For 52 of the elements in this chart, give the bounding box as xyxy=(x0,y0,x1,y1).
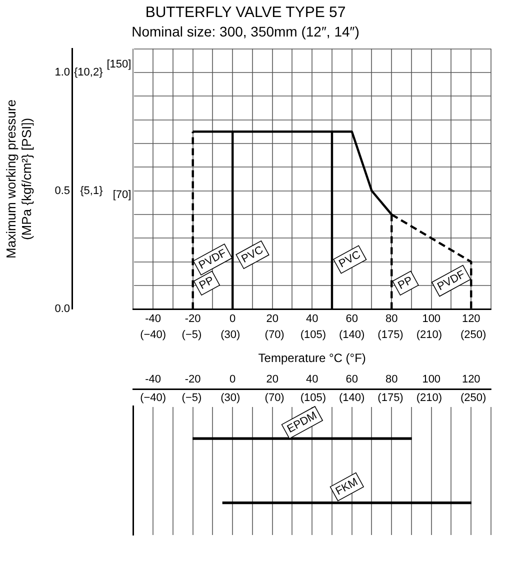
annotation: PP xyxy=(197,274,216,292)
x2-tick-label: (−40) xyxy=(140,329,166,342)
x2-tick-label: (−40) xyxy=(140,392,166,404)
y2-tick-label: {5,1} xyxy=(80,184,104,197)
x-tick-label: 20 xyxy=(266,374,278,386)
x2-tick-label: (30) xyxy=(220,329,240,342)
annotation: PP xyxy=(396,274,415,292)
x2-tick-label: (70) xyxy=(264,329,284,342)
x-axis-title: Temperature °C (°F) xyxy=(258,351,366,366)
x2-tick-label: (175) xyxy=(378,329,404,342)
x-tick-label: 100 xyxy=(422,312,441,325)
x-tick-label: 40 xyxy=(306,374,318,386)
x-tick-label: 40 xyxy=(306,312,318,325)
x-tick-label: 80 xyxy=(385,374,398,386)
y3-tick-label: [150] xyxy=(106,58,132,70)
x2-tick-label: (250) xyxy=(460,329,486,342)
x-tick-label: 100 xyxy=(422,374,441,386)
y3-tick-label: [70] xyxy=(112,188,132,201)
x-tick-label: 0 xyxy=(230,374,236,386)
x2-tick-label: (105) xyxy=(300,392,326,404)
x2-tick-label: (210) xyxy=(416,329,442,342)
x-tick-label: -20 xyxy=(184,312,201,325)
x-tick-label: 60 xyxy=(346,312,358,325)
y-tick-label: 1.0 xyxy=(54,66,70,79)
x-tick-label: -40 xyxy=(145,312,162,325)
x2-tick-label: (210) xyxy=(416,392,442,404)
x-tick-label: 60 xyxy=(346,374,358,386)
x2-tick-label: (140) xyxy=(339,392,365,404)
x-tick-label: 120 xyxy=(462,374,480,386)
x-tick-label: 0 xyxy=(230,312,236,325)
x2-tick-label: (105) xyxy=(300,329,326,342)
x2-tick-label: (70) xyxy=(264,392,284,404)
x2-tick-label: (250) xyxy=(460,392,486,404)
x2-tick-label: (140) xyxy=(339,329,365,342)
chart-title: BUTTERFLY VALVE TYPE 57 xyxy=(145,4,346,22)
x-tick-label: 20 xyxy=(266,312,278,325)
annotation: PVC xyxy=(337,248,363,270)
annotation: PVC xyxy=(240,244,266,266)
x2-tick-label: (175) xyxy=(378,392,404,404)
y-axis-title: Maximum working pressure (MPa {kgf/cm²} [PSI]) xyxy=(3,100,34,258)
y-tick-label: 0.0 xyxy=(54,303,70,316)
x2-tick-label: (30) xyxy=(220,392,240,404)
y2-tick-label: {10,2} xyxy=(74,66,104,79)
y-tick-label: FKM xyxy=(334,476,360,498)
x2-tick-label: (−5) xyxy=(182,329,202,342)
y-tick-label: 0.5 xyxy=(54,184,70,197)
x-tick-label: 120 xyxy=(462,312,480,325)
chart-subtitle: Nominal size: 300, 350mm (12″, 14″) xyxy=(132,23,360,40)
x-tick-label: 80 xyxy=(385,312,398,325)
x-tick-label: -40 xyxy=(145,374,162,386)
x-tick-label: -20 xyxy=(184,374,201,386)
x2-tick-label: (−5) xyxy=(182,392,202,404)
